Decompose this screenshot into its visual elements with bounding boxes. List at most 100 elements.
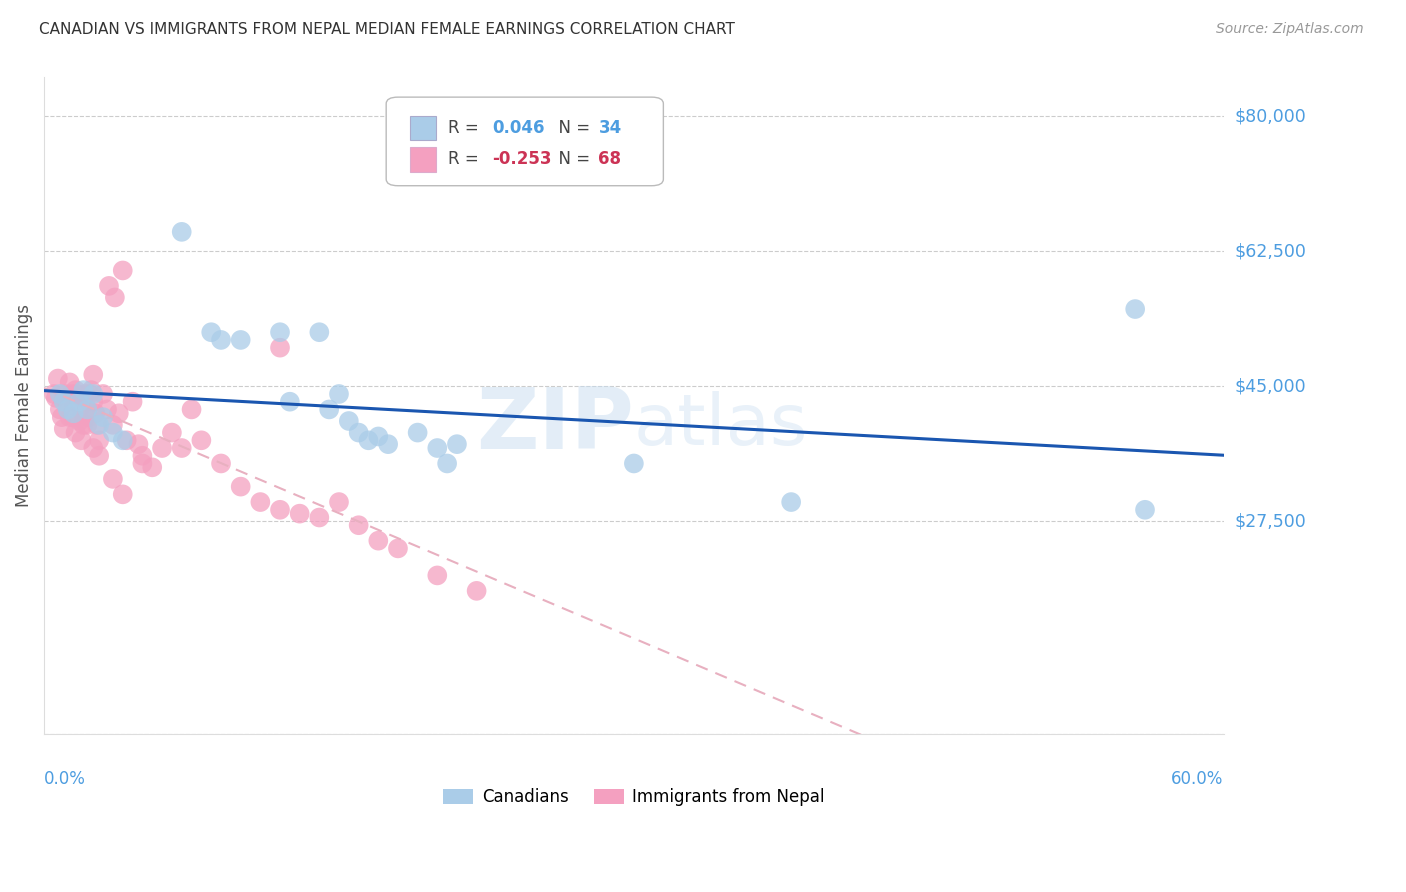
Point — [84, 406, 107, 420]
Point — [111, 263, 134, 277]
Point — [190, 434, 212, 448]
Point — [91, 410, 114, 425]
Text: 0.0%: 0.0% — [44, 770, 86, 788]
Text: $27,500: $27,500 — [1234, 512, 1306, 531]
Point — [82, 368, 104, 382]
Point — [308, 510, 330, 524]
Point — [278, 394, 301, 409]
Point — [426, 441, 449, 455]
Point — [75, 387, 97, 401]
Point — [86, 417, 108, 432]
Point — [127, 437, 149, 451]
Point — [111, 434, 134, 448]
Point — [249, 495, 271, 509]
Text: 68: 68 — [599, 151, 621, 169]
Point — [347, 518, 370, 533]
Point — [377, 437, 399, 451]
Point — [98, 279, 121, 293]
Point — [229, 333, 252, 347]
Point — [101, 472, 124, 486]
Text: 60.0%: 60.0% — [1171, 770, 1223, 788]
Point — [72, 383, 94, 397]
Point — [328, 495, 350, 509]
Point — [111, 487, 134, 501]
Point — [66, 387, 89, 401]
Point — [82, 441, 104, 455]
Point — [79, 410, 101, 425]
Point — [59, 376, 82, 390]
Text: Source: ZipAtlas.com: Source: ZipAtlas.com — [1216, 22, 1364, 37]
Point — [49, 387, 72, 401]
Point — [49, 402, 72, 417]
Text: $80,000: $80,000 — [1234, 107, 1306, 125]
Point — [367, 533, 389, 548]
Point — [780, 495, 803, 509]
Text: CANADIAN VS IMMIGRANTS FROM NEPAL MEDIAN FEMALE EARNINGS CORRELATION CHART: CANADIAN VS IMMIGRANTS FROM NEPAL MEDIAN… — [39, 22, 735, 37]
Point — [108, 406, 131, 420]
Text: ZIP: ZIP — [477, 384, 634, 467]
Point — [318, 402, 340, 417]
Point — [387, 541, 409, 556]
Point — [89, 417, 111, 432]
Point — [150, 441, 173, 455]
Point — [131, 449, 153, 463]
Point — [269, 503, 291, 517]
Point — [446, 437, 468, 451]
Point — [55, 387, 77, 401]
Point — [52, 394, 75, 409]
Text: $45,000: $45,000 — [1234, 377, 1306, 395]
Text: -0.253: -0.253 — [492, 151, 551, 169]
Point — [65, 383, 87, 397]
Point — [52, 422, 75, 436]
Point — [308, 325, 330, 339]
Point — [180, 402, 202, 417]
Text: 34: 34 — [599, 119, 621, 137]
Point — [80, 383, 103, 397]
Point — [170, 225, 193, 239]
FancyBboxPatch shape — [409, 115, 436, 140]
Y-axis label: Median Female Earnings: Median Female Earnings — [15, 304, 32, 507]
Point — [45, 391, 67, 405]
Point — [623, 457, 645, 471]
Text: R =: R = — [447, 151, 484, 169]
Point — [170, 441, 193, 455]
Point — [72, 391, 94, 405]
Point — [76, 402, 98, 417]
Point — [209, 457, 232, 471]
Text: R =: R = — [447, 119, 484, 137]
Point — [96, 402, 118, 417]
Point — [72, 417, 94, 432]
Text: $62,500: $62,500 — [1234, 242, 1306, 260]
Text: 0.046: 0.046 — [492, 119, 546, 137]
Point — [347, 425, 370, 440]
Point — [121, 394, 143, 409]
Point — [436, 457, 458, 471]
Point — [209, 333, 232, 347]
Point — [52, 391, 75, 405]
Point — [426, 568, 449, 582]
Point — [101, 417, 124, 432]
Point — [42, 387, 65, 401]
Point — [91, 387, 114, 401]
Point — [56, 402, 79, 417]
Point — [76, 402, 98, 417]
Point — [465, 583, 488, 598]
Text: atlas: atlas — [634, 391, 808, 459]
Point — [62, 394, 84, 409]
Point — [65, 425, 87, 440]
Point — [200, 325, 222, 339]
Point — [51, 410, 73, 425]
Text: N =: N = — [548, 151, 595, 169]
Point — [56, 394, 79, 409]
Point — [406, 425, 429, 440]
Point — [367, 429, 389, 443]
Point — [70, 434, 93, 448]
Point — [76, 417, 98, 432]
Point — [269, 341, 291, 355]
Point — [115, 434, 138, 448]
Point — [328, 387, 350, 401]
Point — [69, 402, 91, 417]
Point — [62, 410, 84, 425]
Point — [82, 394, 104, 409]
Point — [62, 406, 84, 420]
